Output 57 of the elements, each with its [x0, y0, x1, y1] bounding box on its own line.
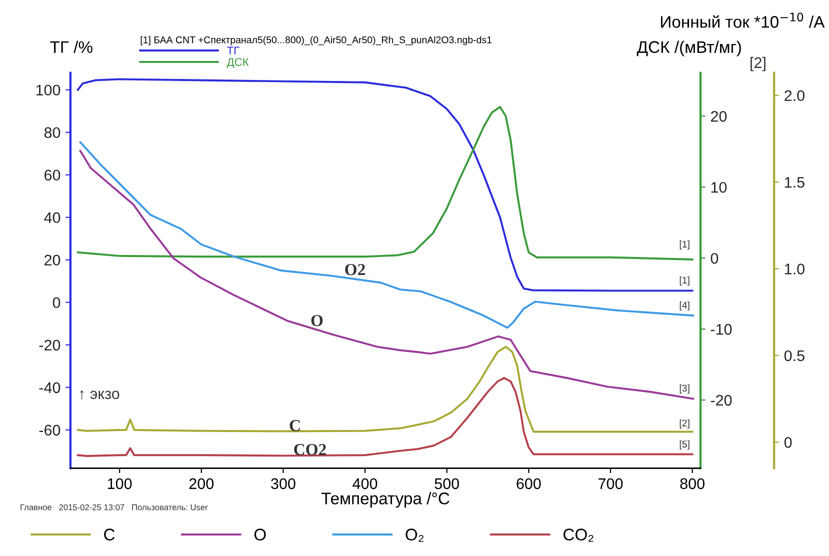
- line-series: [76, 78, 694, 292]
- x-tick-label: 600: [516, 478, 541, 490]
- legend-label: O₂: [406, 528, 424, 542]
- annotation: O2: [345, 264, 365, 276]
- line-series: [76, 346, 694, 433]
- y-tick-label: -40: [39, 382, 60, 394]
- x-tick-label: 100: [108, 478, 132, 490]
- x-axis-title: Температура /°C: [321, 492, 450, 508]
- legend-label: CO₂: [564, 528, 594, 542]
- line-series: [79, 141, 694, 329]
- annotation: C: [290, 420, 300, 432]
- line-series: [76, 106, 694, 260]
- y2-axis-title: ДСК /(мВт/мг): [636, 40, 741, 56]
- y2-tick-label: -20: [710, 394, 732, 406]
- annotation: [1]: [680, 240, 690, 250]
- y-tick-label: 40: [44, 212, 60, 224]
- annotation: ↑ экзо: [80, 390, 120, 400]
- y3-axis-title: Ионный ток *10$^{−10}$ /A: [661, 12, 825, 28]
- x-tick-label: 300: [271, 478, 296, 490]
- line-series: [76, 377, 694, 457]
- legend-title: [1] БАА CNT +Спектранал5(50...800)_(0_Air50_Ar50)_Rh_S_punAl2O3.ngb-ds1: [140, 36, 492, 46]
- annotation: [3]: [680, 384, 690, 394]
- line-series: [79, 150, 694, 400]
- y-axis-title: ТГ /%: [50, 40, 92, 53]
- y-tick-label: -20: [39, 340, 60, 351]
- y-tick-label: 80: [44, 127, 60, 138]
- y2-tick-label: 10: [711, 182, 727, 193]
- y2-tick-label: 20: [710, 110, 727, 122]
- annotation: [4]: [680, 301, 690, 311]
- annotation: [1]: [680, 276, 690, 286]
- text: [2]: [750, 56, 766, 72]
- annotation: O: [311, 314, 323, 326]
- annotation: [5]: [680, 440, 690, 450]
- text: ТГ: [227, 46, 240, 54]
- x-tick-label: 800: [680, 478, 704, 490]
- annotation: CO2: [294, 444, 326, 456]
- x-tick-label: 500: [434, 478, 459, 490]
- legend-label: O: [254, 528, 266, 540]
- y2-tick-label: 0: [710, 252, 718, 264]
- x-tick-label: 200: [189, 478, 214, 490]
- annotation: [2]: [680, 419, 690, 429]
- y3-tick-label: 0.5: [784, 350, 804, 362]
- x-tick-label: 700: [598, 478, 623, 490]
- y-tick-label: 100: [36, 84, 60, 96]
- y-tick-label: 0: [52, 297, 60, 308]
- y3-tick-label: 1.0: [785, 264, 804, 274]
- y2-tick-label: -10: [710, 324, 732, 335]
- x-tick-label: 400: [352, 478, 378, 490]
- y3-tick-label: 1.5: [785, 177, 804, 188]
- text: ДСК: [226, 58, 249, 68]
- text: Главное 2015-02-25 13:07 Пользователь: User: [20, 504, 208, 510]
- y-tick-label: 20: [44, 254, 60, 266]
- y-tick-label: -60: [39, 424, 60, 436]
- y3-tick-label: 2.0: [784, 90, 804, 102]
- y3-tick-label: 0: [784, 437, 792, 448]
- legend-label: C: [104, 528, 115, 540]
- y-tick-label: 60: [44, 170, 60, 181]
